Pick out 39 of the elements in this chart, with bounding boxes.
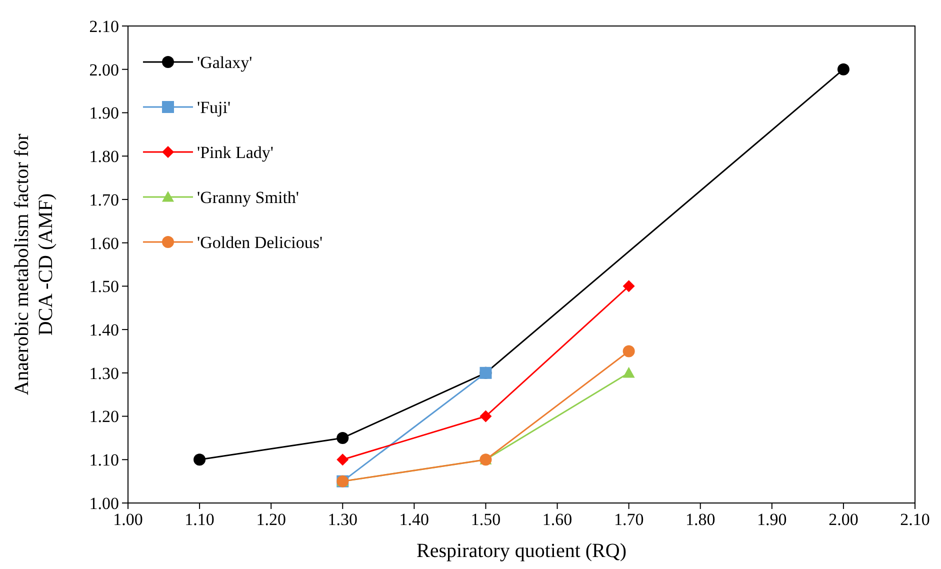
x-tick-label: 1.90	[757, 510, 787, 529]
y-tick-label: 1.70	[89, 190, 119, 210]
x-tick-label: 1.20	[256, 510, 286, 529]
point	[336, 454, 349, 466]
x-tick-label: 2.10	[900, 510, 930, 529]
x-tick-label: 1.40	[399, 510, 430, 529]
x-tick-label: 1.50	[470, 510, 501, 529]
y-axis-title: Anaerobic metabolism factor for DCA -CD (AMF)	[11, 133, 57, 396]
legend-label: 'Fuji'	[197, 98, 231, 117]
point	[622, 280, 635, 292]
x-tick-label: 1.60	[542, 510, 572, 529]
y-tick-label: 2.00	[89, 60, 119, 80]
x-tick-label: 1.00	[113, 510, 143, 529]
legend-label: 'Golden Delicious'	[197, 232, 323, 252]
x-tick-label: 1.10	[184, 510, 214, 529]
legend-label: 'Granny Smith'	[197, 188, 299, 207]
point	[837, 63, 850, 76]
y-tick-label: 1.10	[89, 450, 119, 470]
y-tick-label: 1.40	[89, 320, 119, 340]
y-tick-label: 1.20	[89, 407, 119, 426]
x-tick-label: 1.30	[328, 510, 358, 529]
x-tick-label: 1.80	[685, 510, 716, 529]
legend-label: 'Galaxy'	[197, 52, 252, 72]
y-tick-label: 1.30	[89, 364, 119, 383]
point	[336, 432, 349, 444]
y-tick-label: 2.10	[89, 16, 119, 36]
x-tick-label: 1.70	[614, 510, 644, 529]
point	[194, 454, 206, 466]
y-tick-label: 1.50	[89, 277, 119, 296]
point	[622, 345, 635, 358]
x-axis-title: Respiratory quotient (RQ)	[416, 540, 626, 562]
x-tick-label: 2.00	[828, 510, 858, 529]
point	[622, 366, 635, 378]
point	[480, 410, 492, 422]
y-tick-label: 1.60	[89, 234, 119, 253]
y-tick-label: 1.80	[89, 147, 119, 166]
legend-label: 'Pink Lady'	[197, 142, 274, 162]
y-tick-label: 1.90	[89, 104, 119, 123]
y-tick-label: 1.00	[89, 494, 119, 513]
